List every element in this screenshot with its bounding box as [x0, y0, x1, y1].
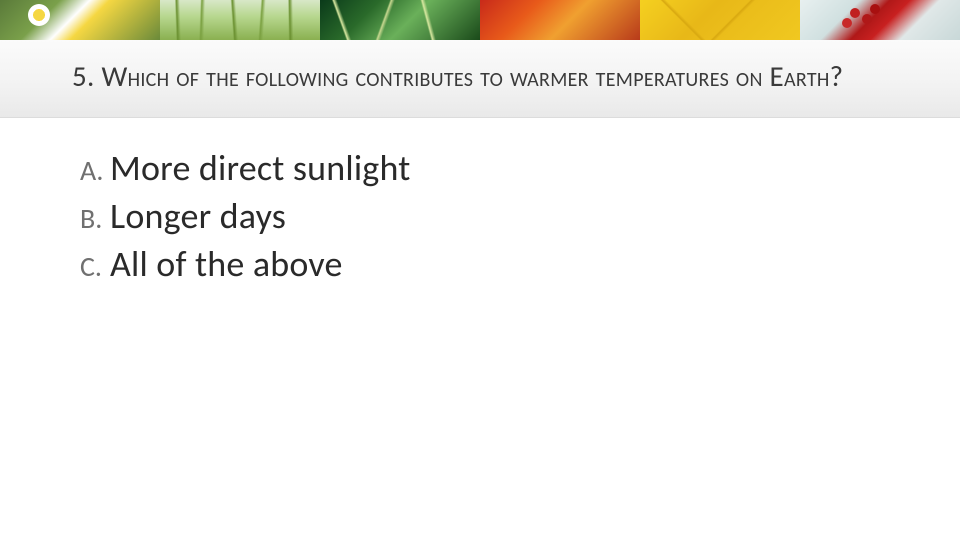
banner-segment-yellow-leaf [640, 0, 800, 40]
answer-option-c: C. All of the above [80, 242, 880, 286]
answer-text: All of the above [110, 242, 343, 286]
answer-letter: B. [80, 201, 110, 236]
question-band: 5. Which of the following contributes to… [0, 40, 960, 118]
banner-segment-grass [160, 0, 320, 40]
banner-segment-daisy [0, 0, 160, 40]
answer-text: Longer days [110, 194, 286, 238]
banner-segment-palm [320, 0, 480, 40]
question-text: 5. Which of the following contributes to… [72, 58, 888, 95]
seasons-banner [0, 0, 960, 40]
answers-list: A. More direct sunlight B. Longer days C… [0, 118, 960, 286]
banner-segment-autumn [480, 0, 640, 40]
answer-letter: A. [80, 153, 110, 188]
answer-text: More direct sunlight [110, 146, 411, 190]
answer-letter: C. [80, 249, 110, 284]
answer-option-b: B. Longer days [80, 194, 880, 238]
answer-option-a: A. More direct sunlight [80, 146, 880, 190]
banner-segment-winter [800, 0, 960, 40]
